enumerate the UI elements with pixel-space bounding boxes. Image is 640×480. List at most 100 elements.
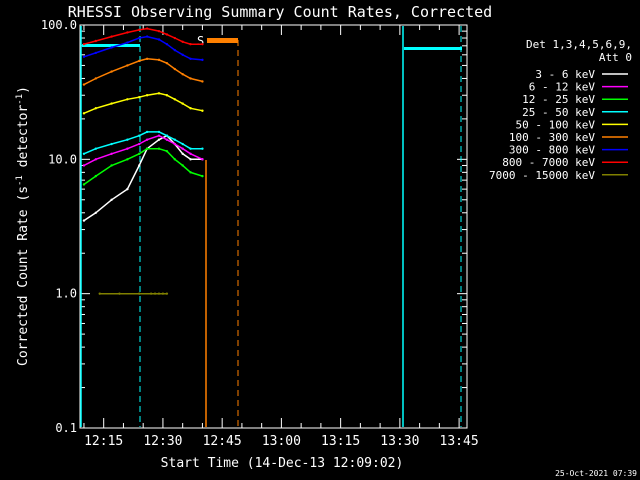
series-point-3 [189,147,192,150]
series-point-8 [153,292,157,295]
series-point-3 [138,134,141,137]
series-point-4 [201,109,204,112]
series-point-0 [94,211,97,214]
series-point-3 [110,142,113,146]
legend-entry-label: 3 - 6 keV [535,68,595,81]
y-tick-label: 1.0 [55,287,77,301]
series-point-1 [126,147,129,150]
series-point-7 [110,35,113,38]
series-point-3 [145,130,149,134]
x-tick-label: 13:45 [440,434,479,449]
series-point-4 [173,98,176,101]
x-tick-label: 12:15 [84,434,123,449]
y-axis-label: Corrected Count Rate (s-1 detector-1) [15,86,31,366]
series-point-3 [157,130,161,134]
series-point-6 [201,58,204,62]
series-point-7 [201,42,204,46]
series-point-5 [157,58,161,62]
series-point-3 [126,138,129,141]
series-point-8 [157,292,161,295]
series-point-8 [98,292,101,295]
series-point-6 [189,57,192,61]
series-point-2 [145,147,149,150]
series-line-2 [83,147,203,186]
series-point-2 [157,147,161,150]
series-point-3 [173,138,176,141]
series-point-7 [165,33,169,36]
series-point-7 [94,39,97,43]
x-tick-label: 13:15 [321,434,360,449]
legend-entry-label: 7000 - 15000 keV [489,169,595,182]
series-point-7 [157,29,161,33]
series-point-1 [138,142,141,146]
series-point-6 [126,41,129,44]
series-point-0 [82,219,86,222]
series-point-5 [181,73,184,76]
series-point-2 [181,164,184,167]
legend-entry-label: 25 - 50 keV [522,106,595,119]
series-point-0 [189,158,192,161]
series-point-2 [110,164,113,167]
series-point-5 [165,61,169,65]
night-flag-bar-left [82,44,140,47]
series-point-7 [126,31,129,34]
series-point-7 [82,42,86,46]
series-point-5 [145,57,149,61]
series-point-5 [189,77,192,80]
series-point-1 [145,138,149,141]
series-point-2 [94,174,97,178]
series-point-8 [118,292,121,295]
series-point-2 [165,149,169,153]
series-point-6 [173,48,176,52]
legend-header: Det 1,3,4,5,6,9, [526,38,632,51]
x-tick-label: 12:30 [143,434,182,449]
series-line-0 [83,134,203,222]
y-tick-label: 10.0 [48,152,77,166]
series-point-1 [201,158,204,161]
series-point-4 [138,96,141,99]
x-tick-label: 12:45 [203,434,242,449]
series-point-8 [138,292,141,295]
legend-entry-label: 6 - 12 keV [529,81,596,94]
y-axis-ticks: 0.1 1.0 10.0 100.0 [41,18,467,435]
series-point-4 [181,102,184,105]
series-point-2 [189,171,192,174]
series-point-6 [157,38,161,41]
series-point-3 [94,147,97,150]
y-tick-label: 0.1 [55,421,77,435]
saa-flag-bar [207,38,238,43]
series-point-6 [94,51,97,55]
series-point-8 [161,292,165,295]
series-point-2 [201,174,204,178]
series-point-4 [189,107,192,110]
legend-entry-label: 800 - 7000 keV [502,156,595,169]
series-line-5 [83,58,203,86]
series-point-2 [126,158,129,161]
series-point-5 [201,80,204,83]
series-point-7 [173,36,176,40]
series-point-4 [110,102,113,105]
series-point-7 [145,27,149,30]
series-point-6 [138,36,141,40]
timestamp: 25-Oct-2021 07:39 [555,469,637,478]
legend-entry-label: 100 - 300 keV [509,131,595,144]
series-point-0 [138,164,141,167]
series-point-5 [138,59,141,63]
legend-entry-label: 300 - 800 keV [509,144,595,157]
legend-header-attenuator: Att 0 [599,51,632,64]
series-point-7 [181,40,184,43]
series-point-7 [189,42,192,46]
x-tick-label: 13:30 [380,434,419,449]
series-point-5 [173,67,176,71]
series-point-1 [94,158,97,161]
series-point-1 [157,134,161,137]
series-point-4 [157,92,161,95]
series-line-6 [83,35,203,61]
x-axis-ticks: 12:15 12:30 12:45 13:00 13:15 13:30 13:45 [83,25,479,449]
series-point-6 [82,55,86,58]
series-point-1 [110,152,113,155]
chart-title: RHESSI Observing Summary Count Rates, Co… [68,3,492,21]
x-axis-label: Start Time (14-Dec-13 12:09:02) [161,456,404,471]
series-point-1 [165,138,169,141]
